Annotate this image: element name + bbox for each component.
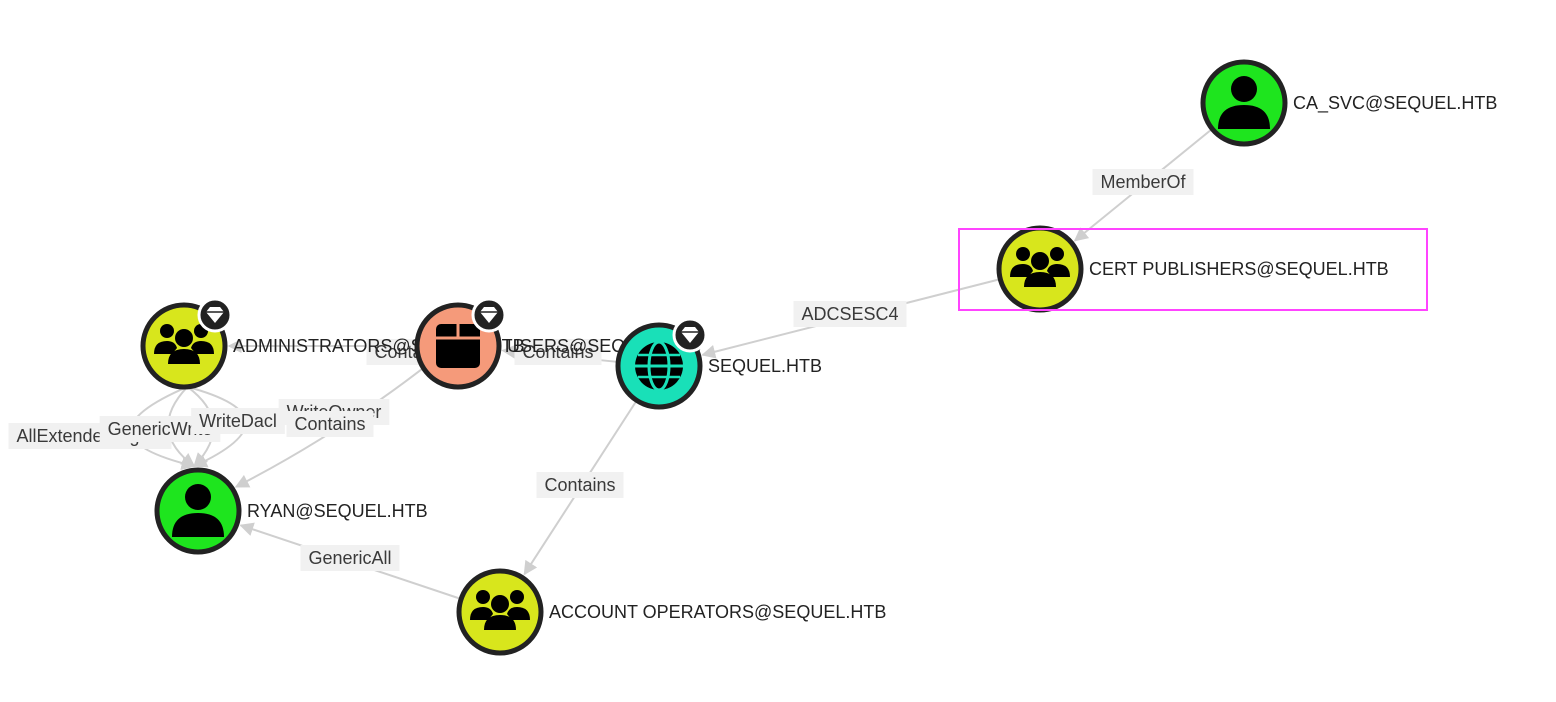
edge-label-genericall[interactable]: GenericAll	[300, 545, 400, 571]
edge-label-adcsesc4[interactable]: ADCSESC4	[793, 301, 907, 327]
group-icon	[470, 590, 530, 630]
globe-icon	[635, 340, 683, 392]
edge-label-text: Contains	[544, 475, 615, 495]
nodes-layer: CA_SVC@SEQUEL.HTB CERT PUBLISHERS@SEQUEL.…	[140, 59, 1497, 656]
edge-label-writedacl[interactable]: WriteDacl	[191, 408, 285, 434]
node-label: ACCOUNT OPERATORS@SEQUEL.HTB	[549, 602, 886, 622]
edge-label-text: Contains	[522, 342, 593, 362]
selection-highlight-box	[958, 228, 1428, 311]
edge-label-background	[191, 408, 285, 434]
node-cert-publishers[interactable]: CERT PUBLISHERS@SEQUEL.HTB	[958, 225, 1428, 313]
node-account-operators[interactable]: ACCOUNT OPERATORS@SEQUEL.HTB	[456, 568, 886, 656]
container-icon	[436, 324, 480, 368]
user-icon	[1218, 76, 1270, 129]
tier-zero-gem-icon	[197, 297, 233, 333]
node-label: CA_SVC@SEQUEL.HTB	[1293, 93, 1497, 114]
edge-label-text: Contains	[294, 414, 365, 434]
edge-label-contains[interactable]: Contains	[514, 339, 602, 365]
node-circle[interactable]	[154, 467, 242, 555]
edge-label-text: WriteDacl	[199, 411, 277, 431]
edge-label-text: ADCSESC4	[801, 304, 898, 324]
edge-label-memberof[interactable]: MemberOf	[1092, 169, 1194, 195]
node-label: CERT PUBLISHERS@SEQUEL.HTB	[1089, 259, 1389, 279]
group-icon	[1010, 247, 1070, 287]
edge-label-background	[793, 301, 907, 327]
edge-label-background	[286, 411, 374, 437]
edge-label-background	[1092, 169, 1194, 195]
node-ryan[interactable]: RYAN@SEQUEL.HTB	[154, 467, 428, 555]
node-circle[interactable]	[1200, 59, 1288, 147]
edge-label-text: MemberOf	[1100, 172, 1186, 192]
tier-zero-gem-icon	[471, 297, 507, 333]
tier-zero-gem-icon	[672, 317, 708, 353]
edge-label-background	[300, 545, 400, 571]
edge-label-text: GenericWrite	[108, 419, 213, 439]
edge-label-background	[536, 472, 624, 498]
edge-labels-layer: MemberOf ADCSESC4 Contains Contains Contains…	[8, 169, 1194, 571]
node-label: SEQUEL.HTB	[708, 356, 822, 376]
edge-label-contains[interactable]: Contains	[286, 411, 374, 437]
edge-label-background	[514, 339, 602, 365]
user-icon	[172, 484, 224, 537]
node-label: RYAN@SEQUEL.HTB	[247, 501, 428, 521]
node-ca-svc[interactable]: CA_SVC@SEQUEL.HTB	[1200, 59, 1497, 147]
node-sequel-htb[interactable]: SEQUEL.HTB	[615, 317, 822, 410]
edge-label-contains[interactable]: Contains	[536, 472, 624, 498]
edge-label-text: GenericAll	[308, 548, 391, 568]
